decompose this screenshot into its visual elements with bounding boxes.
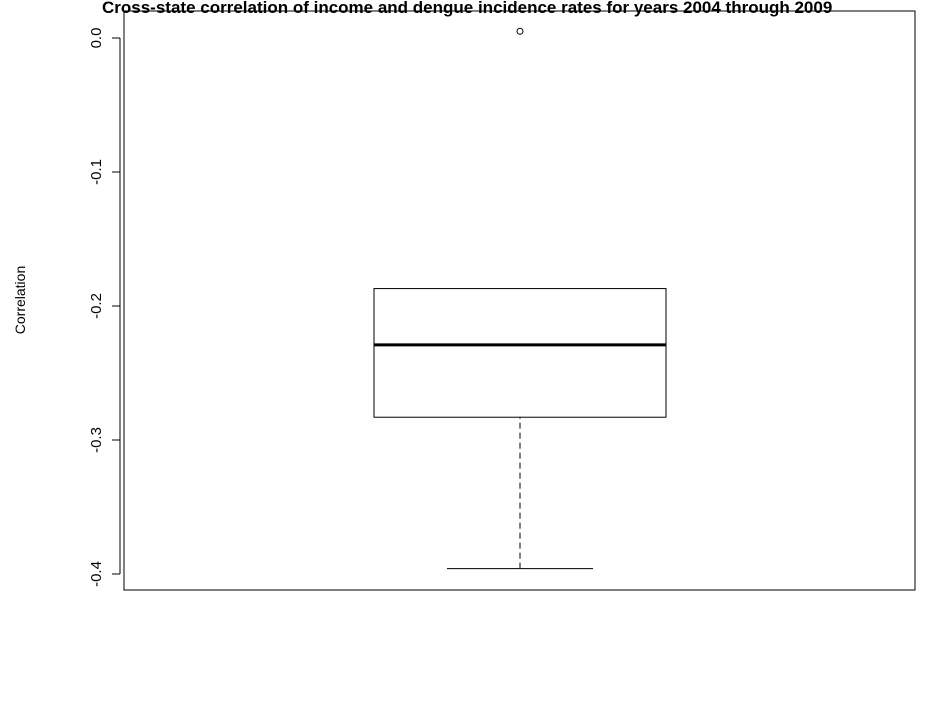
chart-title: Cross-state correlation of income and de… <box>102 0 832 17</box>
iqr-box <box>373 288 667 418</box>
y-tick-label: -0.2 <box>88 293 105 319</box>
y-tick-label: -0.3 <box>88 427 105 453</box>
y-axis: 0.0 -0.1 -0.2 -0.3 -0.4 <box>88 28 121 587</box>
box-plot <box>373 27 667 570</box>
y-tick-label: 0.0 <box>88 28 105 49</box>
y-axis-label: Correlation <box>12 266 28 334</box>
outlier-point <box>516 27 524 35</box>
y-tick-label: -0.4 <box>88 561 105 587</box>
plot-frame <box>123 10 916 591</box>
y-tick-label: -0.1 <box>88 159 105 185</box>
